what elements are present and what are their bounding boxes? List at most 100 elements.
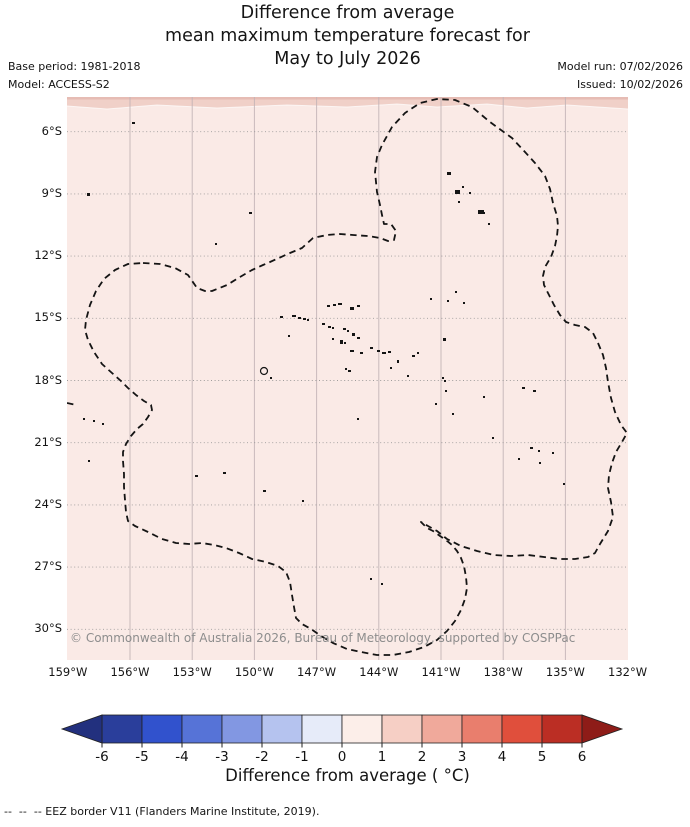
island — [322, 323, 325, 325]
colorbar-tick-label: -6 — [95, 749, 108, 765]
colorbar-segment — [221, 714, 263, 744]
island — [292, 315, 296, 317]
island — [445, 390, 447, 392]
colorbar-segment — [341, 714, 383, 744]
lon-tick-label: 150°W — [234, 665, 274, 679]
warm-band-top-edge — [67, 97, 628, 100]
colorbar-segment — [421, 714, 463, 744]
island — [462, 186, 464, 188]
island — [288, 335, 290, 337]
colorbar-tick-label: -3 — [215, 749, 228, 765]
island — [412, 355, 415, 357]
eez-border — [84, 98, 628, 656]
island — [388, 351, 391, 353]
island — [370, 578, 372, 580]
island — [223, 472, 226, 474]
issued-date-text: Issued: 10/02/2026 — [576, 78, 683, 91]
island — [488, 223, 490, 225]
island — [539, 462, 541, 464]
title-line-3: May to July 2026 — [274, 49, 421, 69]
island — [357, 337, 360, 339]
lat-tick-label: 12°S — [34, 248, 62, 263]
colorbar-tick-label: 6 — [578, 749, 587, 765]
lon-tick-label: 153°W — [172, 665, 212, 679]
lat-tick-label: 21°S — [34, 434, 62, 449]
island — [360, 352, 363, 354]
island — [518, 458, 520, 460]
model-meta-left: Base period: 1981-2018 Model: ACCESS-S2 — [8, 58, 140, 94]
island — [328, 326, 331, 328]
island — [538, 450, 540, 452]
colorbar-tick-label: -1 — [295, 749, 308, 765]
island — [463, 302, 465, 304]
lat-tick-label: 27°S — [34, 559, 62, 574]
island — [343, 328, 346, 330]
island — [533, 390, 536, 392]
colorbar-segment — [181, 714, 223, 744]
lon-tick-label: 138°W — [483, 665, 523, 679]
colorbar-segment — [101, 714, 143, 744]
island — [377, 350, 380, 352]
forecast-map — [67, 97, 628, 660]
lat-tick-label: 24°S — [34, 496, 62, 511]
colorbar-tick-label: 0 — [338, 749, 347, 765]
island — [307, 319, 309, 321]
island — [338, 303, 342, 305]
island — [88, 460, 90, 462]
island — [442, 377, 444, 379]
island — [195, 475, 198, 477]
island — [397, 360, 399, 363]
lon-tick-label: 147°W — [297, 665, 337, 679]
colorbar-right-arrow — [581, 714, 624, 744]
island — [370, 347, 373, 349]
colorbar-tick-label: 4 — [498, 749, 507, 765]
island — [455, 190, 460, 194]
island — [522, 387, 525, 389]
title-line-2: mean maximum temperature forecast for — [165, 26, 530, 46]
colorbar-left-arrow — [60, 714, 103, 744]
island — [263, 490, 266, 492]
island — [435, 403, 437, 405]
island — [83, 418, 85, 420]
island — [350, 350, 354, 352]
island — [249, 212, 252, 214]
lon-tick-label: 159°W — [48, 665, 88, 679]
warm-band-area — [67, 97, 628, 109]
island — [93, 420, 95, 422]
colorbar-segment — [461, 714, 503, 744]
lat-tick-label: 6°S — [41, 123, 62, 138]
lat-tick-label: 9°S — [41, 185, 62, 200]
colorbar-segment — [141, 714, 183, 744]
island — [552, 452, 554, 454]
colorbar-tick-label: 3 — [458, 749, 467, 765]
island — [407, 375, 409, 377]
island — [344, 342, 346, 344]
island — [381, 583, 383, 585]
island — [357, 305, 360, 307]
island — [345, 368, 347, 370]
lon-tick-label: 132°W — [608, 665, 648, 679]
island — [327, 305, 330, 307]
island — [215, 243, 217, 245]
island — [390, 367, 392, 369]
colorbar-segment — [501, 714, 543, 744]
colorbar-segment — [301, 714, 343, 744]
lat-tick-label: 15°S — [34, 310, 62, 325]
island — [478, 210, 484, 214]
lon-tick-label: 156°W — [110, 665, 150, 679]
page-title: Difference from average mean maximum tem… — [67, 2, 628, 71]
base-period-text: Base period: 1981-2018 — [8, 60, 141, 73]
copyright-text: © Commonwealth of Australia 2026, Bureau… — [70, 631, 576, 645]
island — [347, 330, 349, 332]
model-run-text: Model run: 07/02/2026 — [557, 60, 683, 73]
island — [332, 338, 334, 340]
island — [87, 193, 90, 196]
island — [303, 318, 306, 320]
lat-tick-label: 18°S — [34, 372, 62, 387]
island — [443, 338, 446, 341]
model-name-text: Model: ACCESS-S2 — [8, 78, 110, 91]
island — [382, 352, 386, 354]
colorbar-tick-label: 5 — [538, 749, 547, 765]
island — [350, 307, 354, 310]
